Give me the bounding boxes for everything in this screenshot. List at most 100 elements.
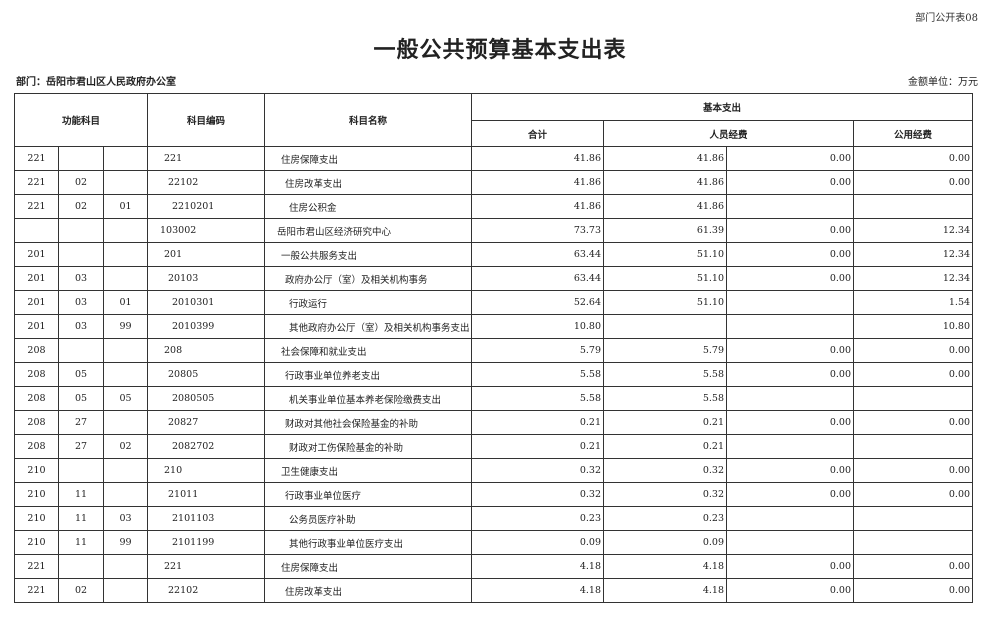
- personnel-cell: 0.21: [603, 410, 728, 435]
- subject-name-cell: 其他政府办公厅（室）及相关机构事务支出: [264, 314, 473, 339]
- personnel-extra-cell: [726, 530, 855, 555]
- total-cell: 0.23: [471, 506, 605, 531]
- function-item-cell: [102, 458, 149, 483]
- function-section-cell: [58, 242, 104, 267]
- subject-name-cell: 财政对工伤保险基金的补助: [264, 434, 473, 459]
- function-section-cell: 05: [58, 362, 104, 387]
- total-cell: 63.44: [471, 242, 605, 267]
- function-class-cell: 221: [14, 146, 59, 171]
- function-class-cell: 208: [14, 410, 59, 435]
- header-subject-code: 科目编码: [147, 93, 266, 147]
- table-row: 208 27 02 2082702 财政对工伤保险基金的补助 0.21 0.21: [14, 434, 974, 459]
- subject-code-cell: 103002: [147, 218, 266, 243]
- subject-code-cell: 2101103: [147, 506, 266, 531]
- table-row: 201 03 99 2010399 其他政府办公厅（室）及相关机构事务支出 10.80 10…: [14, 314, 974, 339]
- subject-code-cell: 20805: [147, 362, 266, 387]
- personnel-cell: 41.86: [603, 170, 728, 195]
- function-item-cell: [102, 362, 149, 387]
- total-cell: 41.86: [471, 170, 605, 195]
- function-item-cell: 03: [102, 506, 149, 531]
- public-cell: [853, 506, 974, 531]
- public-cell: [853, 530, 974, 555]
- total-cell: 0.32: [471, 458, 605, 483]
- subject-name-cell: 行政运行: [264, 290, 473, 315]
- public-cell: 0.00: [853, 362, 974, 387]
- public-cell: 12.34: [853, 218, 974, 243]
- unit-label: 金额单位：万元: [908, 77, 978, 88]
- function-class-cell: 221: [14, 578, 59, 603]
- function-section-cell: [58, 458, 104, 483]
- personnel-extra-cell: 0.00: [726, 218, 855, 243]
- table-row: 210 11 03 2101103 公务员医疗补助 0.23 0.23: [14, 506, 974, 531]
- function-item-cell: [102, 578, 149, 603]
- function-item-cell: 05: [102, 386, 149, 411]
- department-label: 部门：岳阳市君山区人民政府办公室: [16, 77, 176, 88]
- total-cell: 41.86: [471, 194, 605, 219]
- function-item-cell: [102, 482, 149, 507]
- function-class-cell: 208: [14, 362, 59, 387]
- subject-name-cell: 住房保障支出: [264, 554, 473, 579]
- form-number: 部门公开表08: [915, 13, 978, 24]
- header-total: 合计: [471, 120, 605, 147]
- function-item-cell: 01: [102, 290, 149, 315]
- function-section-cell: 02: [58, 170, 104, 195]
- subject-name-cell: 行政事业单位医疗: [264, 482, 473, 507]
- subject-code-cell: 2210201: [147, 194, 266, 219]
- function-class-cell: 210: [14, 458, 59, 483]
- function-section-cell: [58, 554, 104, 579]
- function-item-cell: [102, 170, 149, 195]
- total-cell: 41.86: [471, 146, 605, 171]
- personnel-extra-cell: 0.00: [726, 338, 855, 363]
- subject-code-cell: 22102: [147, 170, 266, 195]
- personnel-extra-cell: 0.00: [726, 578, 855, 603]
- personnel-cell: 5.79: [603, 338, 728, 363]
- personnel-extra-cell: [726, 314, 855, 339]
- table-row: 210 11 99 2101199 其他行政事业单位医疗支出 0.09 0.09: [14, 530, 974, 555]
- function-section-cell: 27: [58, 434, 104, 459]
- public-cell: 0.00: [853, 458, 974, 483]
- personnel-extra-cell: [726, 386, 855, 411]
- subject-name-cell: 财政对其他社会保险基金的补助: [264, 410, 473, 435]
- subject-name-cell: 住房保障支出: [264, 146, 473, 171]
- function-item-cell: [102, 410, 149, 435]
- personnel-cell: [603, 314, 728, 339]
- personnel-extra-cell: [726, 506, 855, 531]
- function-class-cell: 201: [14, 266, 59, 291]
- function-class-cell: 221: [14, 170, 59, 195]
- table-row: 221 221 住房保障支出 4.18 4.18 0.00 0.00: [14, 554, 974, 579]
- public-cell: 0.00: [853, 170, 974, 195]
- public-cell: 0.00: [853, 578, 974, 603]
- total-cell: 52.64: [471, 290, 605, 315]
- function-section-cell: 02: [58, 578, 104, 603]
- table-row: 210 210 卫生健康支出 0.32 0.32 0.00 0.00: [14, 458, 974, 483]
- subject-code-cell: 2080505: [147, 386, 266, 411]
- public-cell: 0.00: [853, 338, 974, 363]
- function-item-cell: [102, 266, 149, 291]
- subject-code-cell: 2082702: [147, 434, 266, 459]
- subject-code-cell: 20103: [147, 266, 266, 291]
- function-section-cell: 03: [58, 290, 104, 315]
- subject-name-cell: 卫生健康支出: [264, 458, 473, 483]
- table-row: 103002 岳阳市君山区经济研究中心 73.73 61.39 0.00 12.34: [14, 218, 974, 243]
- personnel-extra-cell: [726, 434, 855, 459]
- personnel-cell: 0.32: [603, 458, 728, 483]
- subject-code-cell: 210: [147, 458, 266, 483]
- function-section-cell: 11: [58, 530, 104, 555]
- table-row: 208 208 社会保障和就业支出 5.79 5.79 0.00 0.00: [14, 338, 974, 363]
- subject-name-cell: 政府办公厅（室）及相关机构事务: [264, 266, 473, 291]
- personnel-extra-cell: [726, 290, 855, 315]
- total-cell: 0.32: [471, 482, 605, 507]
- personnel-extra-cell: 0.00: [726, 242, 855, 267]
- function-class-cell: 221: [14, 194, 59, 219]
- personnel-extra-cell: 0.00: [726, 146, 855, 171]
- total-cell: 5.58: [471, 386, 605, 411]
- header-basic-expenditure: 基本支出: [471, 93, 974, 121]
- personnel-cell: 0.32: [603, 482, 728, 507]
- personnel-cell: 41.86: [603, 194, 728, 219]
- total-cell: 5.79: [471, 338, 605, 363]
- function-section-cell: 03: [58, 314, 104, 339]
- function-class-cell: 208: [14, 338, 59, 363]
- function-section-cell: 27: [58, 410, 104, 435]
- function-item-cell: 01: [102, 194, 149, 219]
- subject-code-cell: 208: [147, 338, 266, 363]
